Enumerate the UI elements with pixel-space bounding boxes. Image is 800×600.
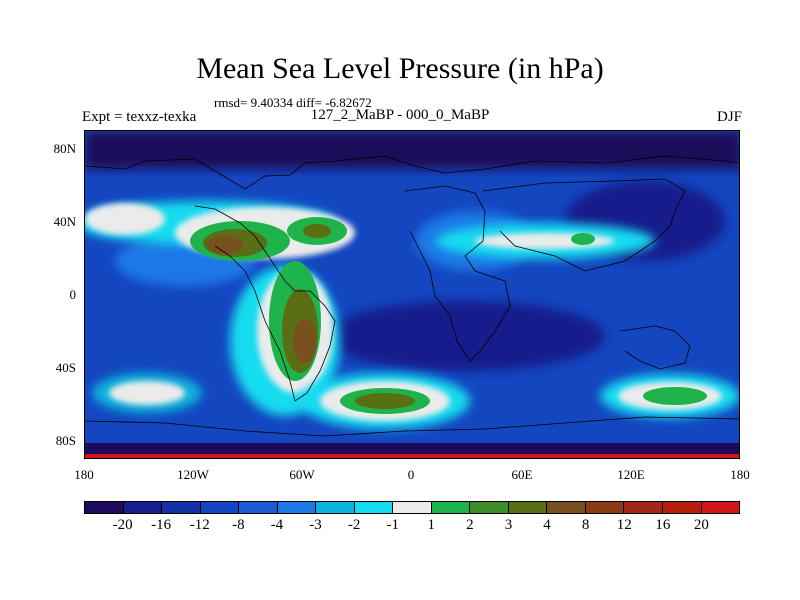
- positive-anomaly-core: [355, 393, 415, 409]
- colorbar: [84, 501, 740, 514]
- colorbar-swatch: [508, 502, 548, 513]
- colorbar-swatch: [277, 502, 317, 513]
- expt-label: Expt = texxz-texka: [82, 109, 197, 125]
- colorbar-tick-label: -1: [386, 517, 399, 533]
- polar-high-band: [85, 454, 739, 458]
- coastline: [194, 205, 336, 402]
- coastline: [404, 185, 511, 362]
- colorbar-swatch: [585, 502, 625, 513]
- lat-tick-label: 80N: [53, 141, 76, 156]
- strong-anomaly-core: [293, 319, 317, 363]
- lon-tick-label: 180: [74, 467, 94, 482]
- positive-anomaly-region: [643, 387, 707, 405]
- strong-anomaly-core: [207, 236, 243, 254]
- colorbar-tick-label: 20: [693, 517, 709, 533]
- colorbar-tick-label: -2: [347, 517, 361, 533]
- colorbar-swatch: [239, 502, 278, 513]
- colorbar-swatch: [431, 502, 471, 513]
- colorbar-tick-label: 16: [655, 517, 671, 533]
- colorbar-swatch: [393, 502, 432, 513]
- colorbar-tick-label: 2: [466, 517, 474, 533]
- colorbar-tick-label: -20: [112, 517, 133, 533]
- neutral-region: [85, 203, 165, 235]
- colorbar-swatch: [624, 502, 663, 513]
- colorbar-swatch: [701, 502, 740, 513]
- colorbar-swatch: [200, 502, 240, 513]
- lon-tick-label: 120E: [617, 467, 645, 482]
- colorbar-tick-label: -4: [270, 517, 284, 533]
- colorbar-tick-label: 8: [581, 517, 590, 533]
- positive-anomaly-core: [303, 224, 331, 238]
- colorbar-swatch: [162, 502, 201, 513]
- coastline: [619, 325, 691, 370]
- colorbar-swatch: [547, 502, 586, 513]
- colorbar-swatch: [354, 502, 394, 513]
- lat-tick-label: 40N: [53, 214, 76, 229]
- pressure-map: [84, 130, 740, 459]
- coastline: [85, 416, 739, 437]
- coastline-outline: [85, 155, 739, 437]
- colorbar-swatch: [662, 502, 702, 513]
- lon-tick-label: 180: [730, 467, 750, 482]
- deep-low-region: [325, 301, 605, 371]
- lon-tick-label: 60W: [289, 467, 315, 482]
- pressure-anomaly-field: [85, 131, 739, 458]
- colorbar-swatch: [85, 502, 124, 513]
- colorbar-tick-label: -8: [232, 517, 245, 533]
- lon-tick-label: 0: [407, 467, 415, 482]
- experiment-label: 127_2_MaBP - 000_0_MaBP: [310, 107, 490, 123]
- lat-tick-label: 0: [69, 287, 77, 302]
- colorbar-tick-label: 4: [543, 517, 551, 533]
- lon-tick-label: 60E: [511, 467, 533, 482]
- pressure-field: [85, 131, 739, 458]
- lat-tick-label: 80S: [55, 433, 76, 448]
- colorbar-swatch: [123, 502, 163, 513]
- polar-low-north: [85, 131, 739, 169]
- neutral-region: [109, 381, 185, 405]
- colorbar-swatch: [316, 502, 355, 513]
- coastline: [482, 178, 686, 272]
- colorbar-tick-label: 12: [616, 517, 632, 533]
- coastline: [85, 155, 739, 190]
- colorbar-tick-label: -16: [151, 517, 172, 533]
- colorbar-tick-label: -3: [309, 517, 322, 533]
- lat-tick-label: 40S: [55, 360, 76, 375]
- colorbar-tick-label: 1: [427, 517, 436, 533]
- stats-label: rmsd= 9.40334 diff= -6.82672: [214, 95, 372, 110]
- colorbar-tick-label: -12: [189, 517, 210, 533]
- positive-anomaly-region: [571, 233, 595, 245]
- colorbar-tick-label: 3: [504, 517, 513, 533]
- season-label: DJF: [716, 109, 742, 125]
- map-title: Mean Sea Level Pressure (in hPa): [196, 52, 604, 85]
- colorbar-swatch: [470, 502, 509, 513]
- lon-tick-label: 120W: [177, 467, 209, 482]
